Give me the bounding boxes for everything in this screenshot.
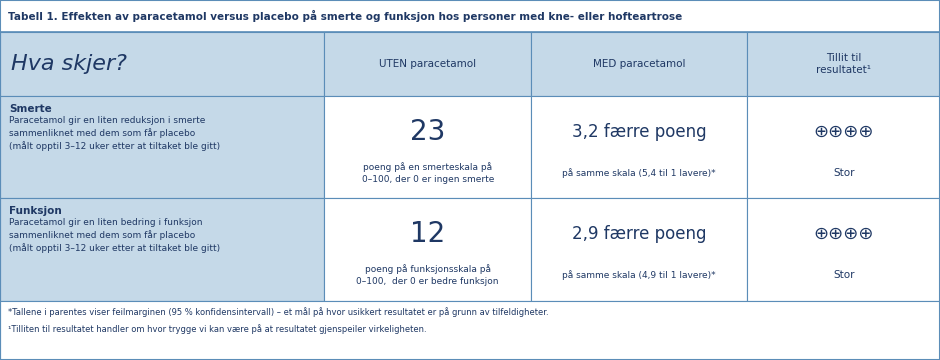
Text: ⊕⊕⊕⊕: ⊕⊕⊕⊕ <box>813 225 874 243</box>
Text: 3,2 færre poeng: 3,2 færre poeng <box>572 123 707 141</box>
Text: Stor: Stor <box>833 270 854 280</box>
Bar <box>747 32 940 96</box>
Bar <box>747 96 940 198</box>
Text: ⊕⊕⊕⊕: ⊕⊕⊕⊕ <box>813 123 874 141</box>
Bar <box>0 96 324 198</box>
Text: Smerte: Smerte <box>9 104 52 114</box>
Text: Stor: Stor <box>833 168 854 178</box>
Text: Paracetamol gir en liten reduksjon i smerte
sammenliknet med dem som får placebo: Paracetamol gir en liten reduksjon i sme… <box>9 116 221 150</box>
Text: 23: 23 <box>410 118 446 146</box>
Bar <box>0 0 940 32</box>
Text: ¹Tilliten til resultatet handler om hvor trygge vi kan være på at resultatet gje: ¹Tilliten til resultatet handler om hvor… <box>8 324 426 334</box>
Text: Hva skjer?: Hva skjer? <box>11 54 127 74</box>
Bar <box>0 32 324 96</box>
Bar <box>747 198 940 301</box>
Text: poeng på funksjonsskala på
0–100,  der 0 er bedre funksjon: poeng på funksjonsskala på 0–100, der 0 … <box>356 265 499 286</box>
Bar <box>531 96 747 198</box>
Bar <box>531 32 747 96</box>
Text: *Tallene i parentes viser feilmarginen (95 % konfidensintervall) – et mål på hvo: *Tallene i parentes viser feilmarginen (… <box>8 307 548 317</box>
Bar <box>531 198 747 301</box>
Bar <box>324 32 531 96</box>
Bar <box>0 198 324 301</box>
Text: MED paracetamol: MED paracetamol <box>593 59 685 69</box>
Text: Funksjon: Funksjon <box>9 206 62 216</box>
Text: Tillit til
resultatet¹: Tillit til resultatet¹ <box>816 53 871 75</box>
Text: UTEN paracetamol: UTEN paracetamol <box>379 59 477 69</box>
Text: 2,9 færre poeng: 2,9 færre poeng <box>572 225 707 243</box>
Bar <box>324 198 531 301</box>
Text: Tabell 1. Effekten av paracetamol versus placebo på smerte og funksjon hos perso: Tabell 1. Effekten av paracetamol versus… <box>8 10 682 22</box>
Text: Paracetamol gir en liten bedring i funksjon
sammenliknet med dem som får placebo: Paracetamol gir en liten bedring i funks… <box>9 218 221 253</box>
Text: på samme skala (4,9 til 1 lavere)*: på samme skala (4,9 til 1 lavere)* <box>562 270 716 280</box>
Text: på samme skala (5,4 til 1 lavere)*: på samme skala (5,4 til 1 lavere)* <box>562 168 716 177</box>
Text: 12: 12 <box>410 220 446 248</box>
Bar <box>0 301 940 360</box>
Text: poeng på en smerteskala på
0–100, der 0 er ingen smerte: poeng på en smerteskala på 0–100, der 0 … <box>362 162 494 184</box>
Bar <box>324 96 531 198</box>
